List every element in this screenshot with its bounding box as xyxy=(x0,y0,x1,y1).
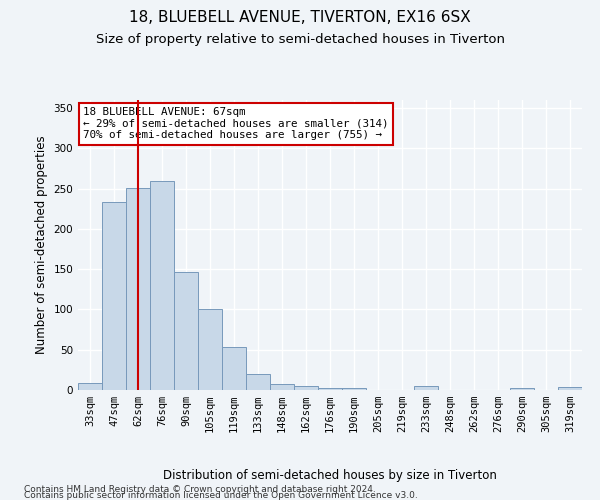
Bar xyxy=(198,310,222,390)
Text: Contains HM Land Registry data © Crown copyright and database right 2024.: Contains HM Land Registry data © Crown c… xyxy=(24,485,376,494)
Bar xyxy=(558,387,582,390)
Bar xyxy=(510,388,534,390)
Bar xyxy=(174,272,198,390)
Bar xyxy=(342,388,366,390)
Bar xyxy=(102,202,126,390)
Text: Contains public sector information licensed under the Open Government Licence v3: Contains public sector information licen… xyxy=(24,491,418,500)
Bar xyxy=(270,384,294,390)
Bar xyxy=(150,182,174,390)
Y-axis label: Number of semi-detached properties: Number of semi-detached properties xyxy=(35,136,48,354)
Text: Distribution of semi-detached houses by size in Tiverton: Distribution of semi-detached houses by … xyxy=(163,470,497,482)
Bar xyxy=(222,348,246,390)
Text: Size of property relative to semi-detached houses in Tiverton: Size of property relative to semi-detach… xyxy=(95,32,505,46)
Bar xyxy=(414,386,438,390)
Bar xyxy=(78,383,102,390)
Bar xyxy=(126,188,150,390)
Text: 18 BLUEBELL AVENUE: 67sqm
← 29% of semi-detached houses are smaller (314)
70% of: 18 BLUEBELL AVENUE: 67sqm ← 29% of semi-… xyxy=(83,108,389,140)
Bar xyxy=(246,374,270,390)
Text: 18, BLUEBELL AVENUE, TIVERTON, EX16 6SX: 18, BLUEBELL AVENUE, TIVERTON, EX16 6SX xyxy=(129,10,471,25)
Bar xyxy=(294,386,318,390)
Bar xyxy=(318,388,342,390)
